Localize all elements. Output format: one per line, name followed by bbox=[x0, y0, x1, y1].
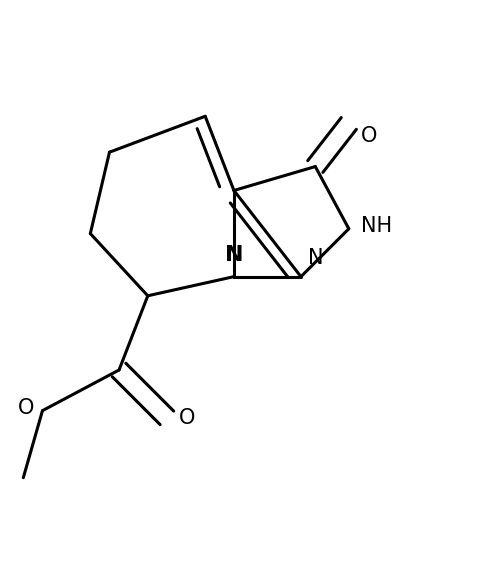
Text: NH: NH bbox=[361, 217, 392, 236]
Text: O: O bbox=[18, 398, 34, 418]
Text: N: N bbox=[225, 244, 243, 265]
Text: N: N bbox=[308, 248, 324, 268]
Text: O: O bbox=[361, 126, 377, 146]
Text: O: O bbox=[179, 408, 195, 428]
